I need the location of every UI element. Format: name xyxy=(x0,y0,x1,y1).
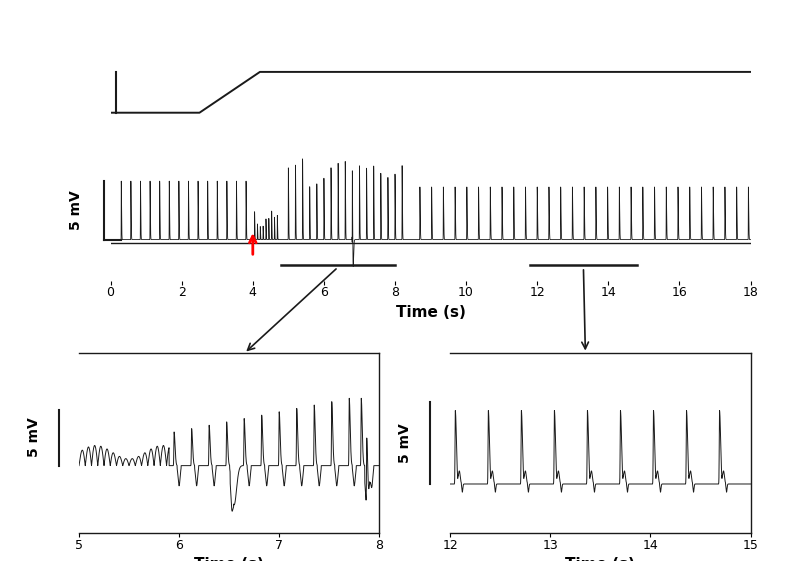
X-axis label: Time (s): Time (s) xyxy=(396,305,465,320)
X-axis label: Time (s): Time (s) xyxy=(566,557,635,561)
Text: 5 mV: 5 mV xyxy=(27,418,41,457)
Text: 5 mV: 5 mV xyxy=(69,191,83,230)
Text: 5 mV: 5 mV xyxy=(398,424,412,463)
X-axis label: Time (s): Time (s) xyxy=(194,557,264,561)
